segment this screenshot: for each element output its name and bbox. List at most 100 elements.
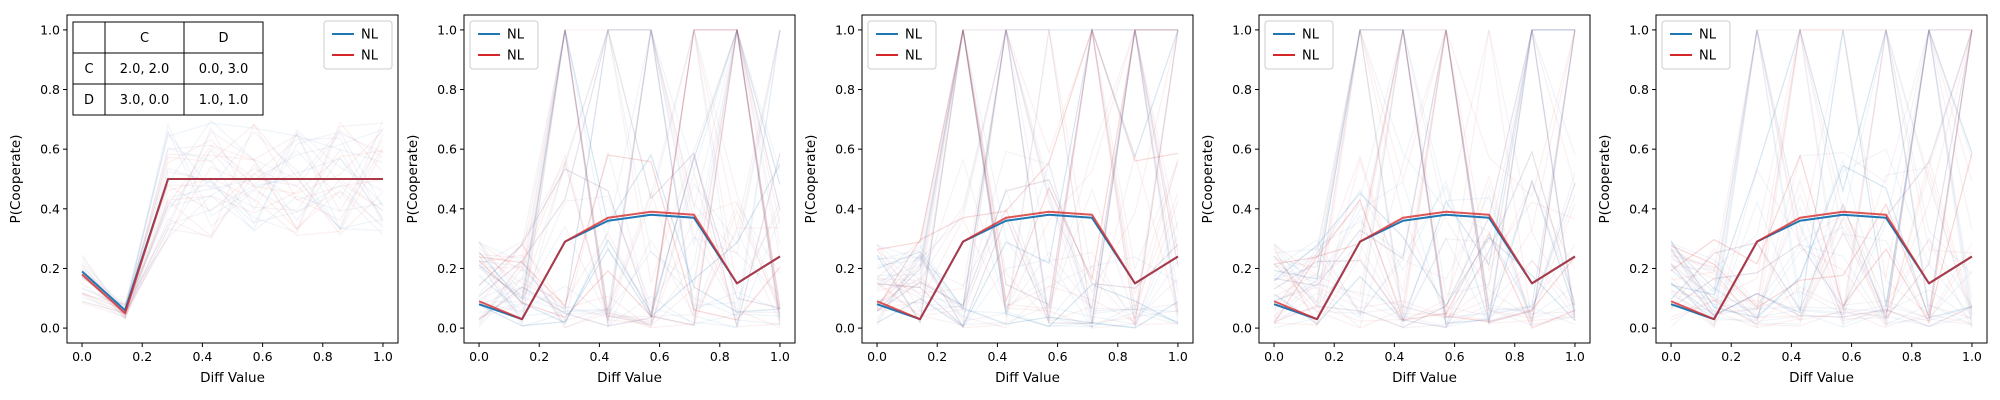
background-trace-line [81, 149, 384, 317]
background-trace-line [1273, 29, 1576, 325]
background-trace-line [1670, 243, 1973, 326]
background-trace-line [1670, 29, 1973, 316]
plot-area [1273, 27, 1576, 329]
background-trace-line [478, 29, 780, 329]
x-tick-label: 0.8 [1902, 349, 1922, 364]
legend-box [1264, 20, 1334, 70]
background-trace-line [1670, 29, 1972, 325]
x-tick-label: 0.2 [927, 349, 947, 364]
background-trace-line [1273, 244, 1576, 320]
background-trace-line [1273, 29, 1576, 328]
table-header-cell: C [140, 31, 149, 46]
background-trace-line [1670, 263, 1973, 328]
background-trace-line [876, 29, 1179, 314]
background-trace-line [81, 133, 384, 312]
background-trace-line [478, 29, 781, 319]
background-trace-line [876, 29, 1179, 327]
background-trace-line [1273, 150, 1576, 329]
legend-label: NL [1302, 28, 1320, 43]
table-header-cell: D [218, 31, 228, 46]
background-trace-line [478, 29, 781, 329]
y-tick-label: 1.0 [1629, 22, 1649, 37]
background-trace-line [478, 29, 781, 324]
background-trace-line [876, 29, 1179, 328]
background-trace-line [478, 29, 781, 327]
background-trace-line [1273, 29, 1576, 321]
table-cell: 1.0, 1.0 [199, 93, 249, 108]
plot-area [876, 27, 1179, 330]
background-trace-line [478, 29, 781, 321]
table-cell: 3.0, 0.0 [120, 93, 170, 108]
plot-area [1670, 27, 1973, 329]
x-tick-label: 1.0 [373, 349, 393, 364]
background-trace-line [1670, 29, 1973, 327]
background-trace-line [478, 29, 781, 322]
background-trace-line [876, 29, 1179, 327]
background-trace-line [876, 29, 1178, 312]
x-tick-label: 0.0 [1264, 349, 1284, 364]
background-trace-line [478, 29, 781, 329]
background-trace-line [81, 127, 384, 314]
background-trace-line [876, 152, 1179, 328]
background-trace-line [1273, 29, 1576, 324]
background-trace-line [1670, 29, 1973, 328]
y-tick-label: 0.8 [1629, 82, 1649, 97]
background-trace-line [81, 129, 384, 312]
background-trace-line [876, 29, 1179, 328]
chart-panel-4: 0.0 0.2 0.4 0.6 0.8 1.0 0.0 0.2 0.4 0.6 0.8 1.0 Diff… [1200, 14, 1591, 386]
background-trace-line [478, 29, 781, 329]
y-tick-label: 0.4 [40, 201, 60, 216]
plot-area [478, 27, 781, 329]
background-trace-line [1273, 29, 1576, 318]
y-tick-label: 0.4 [1232, 201, 1252, 216]
y-tick-label: 0.2 [40, 261, 60, 276]
legend: NL NL [867, 20, 937, 70]
background-trace-line [1670, 29, 1973, 327]
x-tick-label: 0.0 [72, 349, 92, 364]
background-trace-line [81, 126, 384, 315]
background-trace-line [81, 131, 384, 318]
background-trace-line [478, 29, 781, 324]
background-trace-line [876, 187, 1179, 321]
background-trace-line [876, 29, 1179, 320]
background-trace-line [478, 29, 781, 325]
x-tick-label: 0.0 [867, 349, 887, 364]
background-trace-line [478, 29, 781, 327]
x-tick-label: 0.4 [589, 349, 609, 364]
background-trace-line [478, 29, 781, 329]
background-trace-line [876, 29, 1179, 311]
background-trace-line [1273, 29, 1575, 325]
y-tick-label: 0.4 [835, 201, 855, 216]
x-tick-label: 0.4 [192, 349, 212, 364]
background-trace-line [876, 29, 1179, 325]
background-trace-line [478, 29, 781, 326]
background-trace-line [1273, 29, 1576, 319]
x-tick-label: 0.2 [1721, 349, 1741, 364]
background-trace-line [81, 131, 384, 308]
background-trace-line [876, 29, 1179, 320]
background-trace-line [876, 29, 1179, 323]
background-trace-line [478, 153, 781, 327]
background-trace-line [478, 29, 781, 311]
x-axis-label: Diff Value [1789, 370, 1854, 386]
background-trace-line [478, 153, 781, 325]
background-trace-line [1273, 29, 1576, 328]
background-trace-line [1273, 29, 1576, 324]
table-cell: 0.0, 3.0 [199, 62, 249, 77]
chart-panel-3: 0.0 0.2 0.4 0.6 0.8 1.0 0.0 0.2 0.4 0.6 0.8 1.0 Diff… [803, 14, 1194, 386]
background-trace-line [81, 137, 384, 320]
legend-label: NL [507, 49, 525, 64]
background-trace-line [1670, 192, 1973, 326]
background-trace-line [876, 29, 1179, 328]
background-trace-line [1670, 29, 1973, 325]
background-trace-line [876, 179, 1179, 312]
series-line-red [478, 210, 781, 321]
background-trace-line [1670, 29, 1973, 325]
x-axis-label: Diff Value [995, 370, 1060, 386]
legend-label: NL [507, 28, 525, 43]
x-tick-label: 0.2 [1324, 349, 1344, 364]
y-tick-label: 0.8 [835, 82, 855, 97]
background-trace-line [81, 148, 384, 308]
background-trace-line [877, 29, 1179, 329]
